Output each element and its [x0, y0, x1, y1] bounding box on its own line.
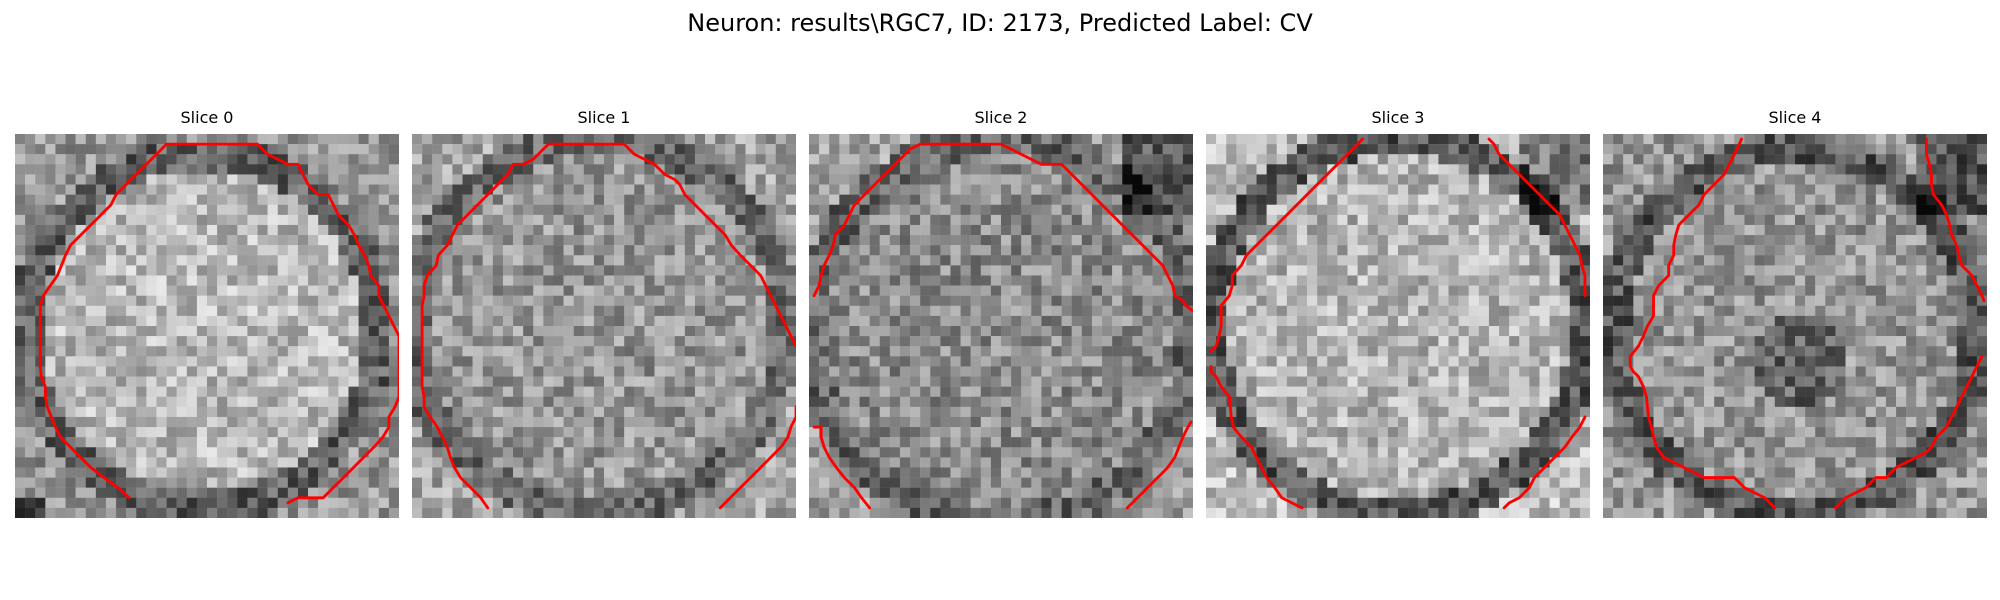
- contour-line-2: [1834, 354, 1984, 510]
- contour-line-0: [38, 142, 399, 505]
- contour-line-3: [1502, 415, 1587, 510]
- contour-line-2: [1487, 137, 1587, 298]
- slice-title-4: Slice 4: [1768, 108, 1822, 127]
- slice-image-3: [1206, 134, 1590, 518]
- slice-title-0: Slice 0: [180, 108, 234, 127]
- slice-panel-4: Slice 4: [1603, 108, 1987, 526]
- contour-line-1: [718, 405, 796, 510]
- contour-line-0: [812, 425, 872, 510]
- slice-image-0: [15, 134, 399, 518]
- pixel-grid: [412, 134, 796, 518]
- slice-panel-0: Slice 0: [15, 108, 399, 526]
- contour-line-0: [1628, 137, 1777, 510]
- pixel-grid: [1206, 134, 1590, 518]
- contour-line-0: [1209, 365, 1304, 510]
- contour-line-2: [1125, 420, 1193, 510]
- pixel-grid: [1603, 134, 1987, 518]
- slice-panel-1: Slice 1: [412, 108, 796, 526]
- contour-line-1: [812, 142, 1193, 313]
- slice-panel-2: Slice 2: [809, 108, 1193, 526]
- contour-line-0: [420, 142, 796, 510]
- contour-line-1: [1209, 137, 1365, 353]
- slice-title-2: Slice 2: [974, 108, 1028, 127]
- figure-title: Neuron: results\RGC7, ID: 2173, Predicte…: [687, 9, 1313, 37]
- slice-panel-3: Slice 3: [1206, 108, 1590, 526]
- slice-title-3: Slice 3: [1371, 108, 1425, 127]
- pixel-grid: [809, 134, 1193, 518]
- slice-image-4: [1603, 134, 1987, 518]
- slice-image-2: [809, 134, 1193, 518]
- pixel-grid: [15, 134, 399, 518]
- slice-image-1: [412, 134, 796, 518]
- slice-title-1: Slice 1: [577, 108, 631, 127]
- contour-line-1: [1924, 137, 1986, 303]
